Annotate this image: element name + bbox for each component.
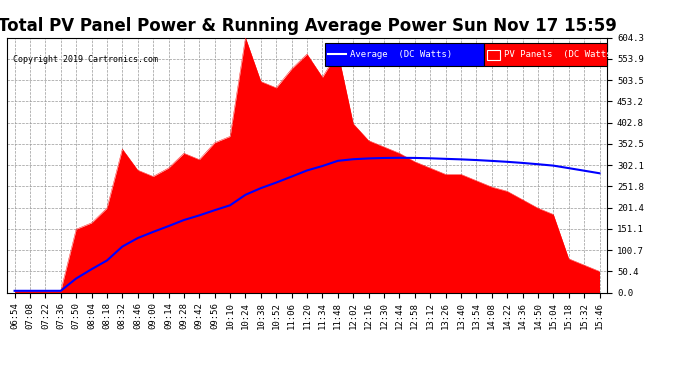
FancyBboxPatch shape: [325, 43, 484, 66]
FancyBboxPatch shape: [484, 43, 607, 66]
Title: Total PV Panel Power & Running Average Power Sun Nov 17 15:59: Total PV Panel Power & Running Average P…: [0, 16, 616, 34]
FancyBboxPatch shape: [487, 50, 500, 60]
Text: PV Panels  (DC Watts): PV Panels (DC Watts): [504, 50, 617, 58]
Text: Copyright 2019 Cartronics.com: Copyright 2019 Cartronics.com: [13, 56, 158, 64]
Text: Average  (DC Watts): Average (DC Watts): [351, 50, 453, 58]
